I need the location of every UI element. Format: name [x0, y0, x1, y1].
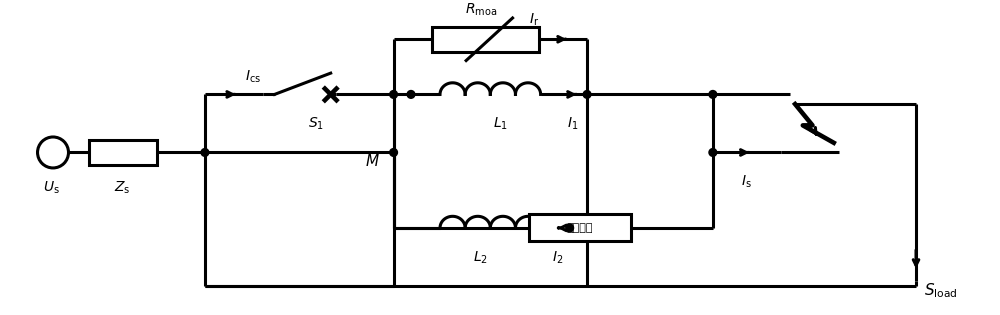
- Circle shape: [709, 90, 717, 98]
- Text: $S_{\rm load}$: $S_{\rm load}$: [924, 281, 957, 300]
- Bar: [89, 140, 157, 165]
- Text: 超导材料: 超导材料: [567, 223, 593, 233]
- Text: $M$: $M$: [365, 153, 380, 169]
- Text: $I_2$: $I_2$: [552, 249, 564, 266]
- Text: $I_{\rm cs}$: $I_{\rm cs}$: [245, 68, 261, 85]
- Circle shape: [390, 149, 397, 156]
- Text: $L_2$: $L_2$: [473, 249, 488, 266]
- Text: $I_{\rm s}$: $I_{\rm s}$: [741, 174, 752, 190]
- Text: $U_{\rm s}$: $U_{\rm s}$: [43, 180, 59, 196]
- Bar: [529, 215, 631, 242]
- Text: $I_1$: $I_1$: [567, 116, 578, 132]
- Circle shape: [390, 90, 397, 98]
- Text: $R_{\rm moa}$: $R_{\rm moa}$: [465, 2, 497, 18]
- Bar: [432, 27, 539, 52]
- Circle shape: [201, 149, 209, 156]
- Circle shape: [566, 224, 574, 232]
- Circle shape: [709, 149, 717, 156]
- Circle shape: [407, 90, 415, 98]
- Circle shape: [583, 90, 591, 98]
- Text: $S_1$: $S_1$: [308, 116, 324, 132]
- Circle shape: [38, 137, 68, 168]
- Text: $Z_{\rm s}$: $Z_{\rm s}$: [114, 180, 131, 196]
- Text: $I_{\rm r}$: $I_{\rm r}$: [529, 11, 539, 28]
- Text: $L_1$: $L_1$: [493, 116, 507, 132]
